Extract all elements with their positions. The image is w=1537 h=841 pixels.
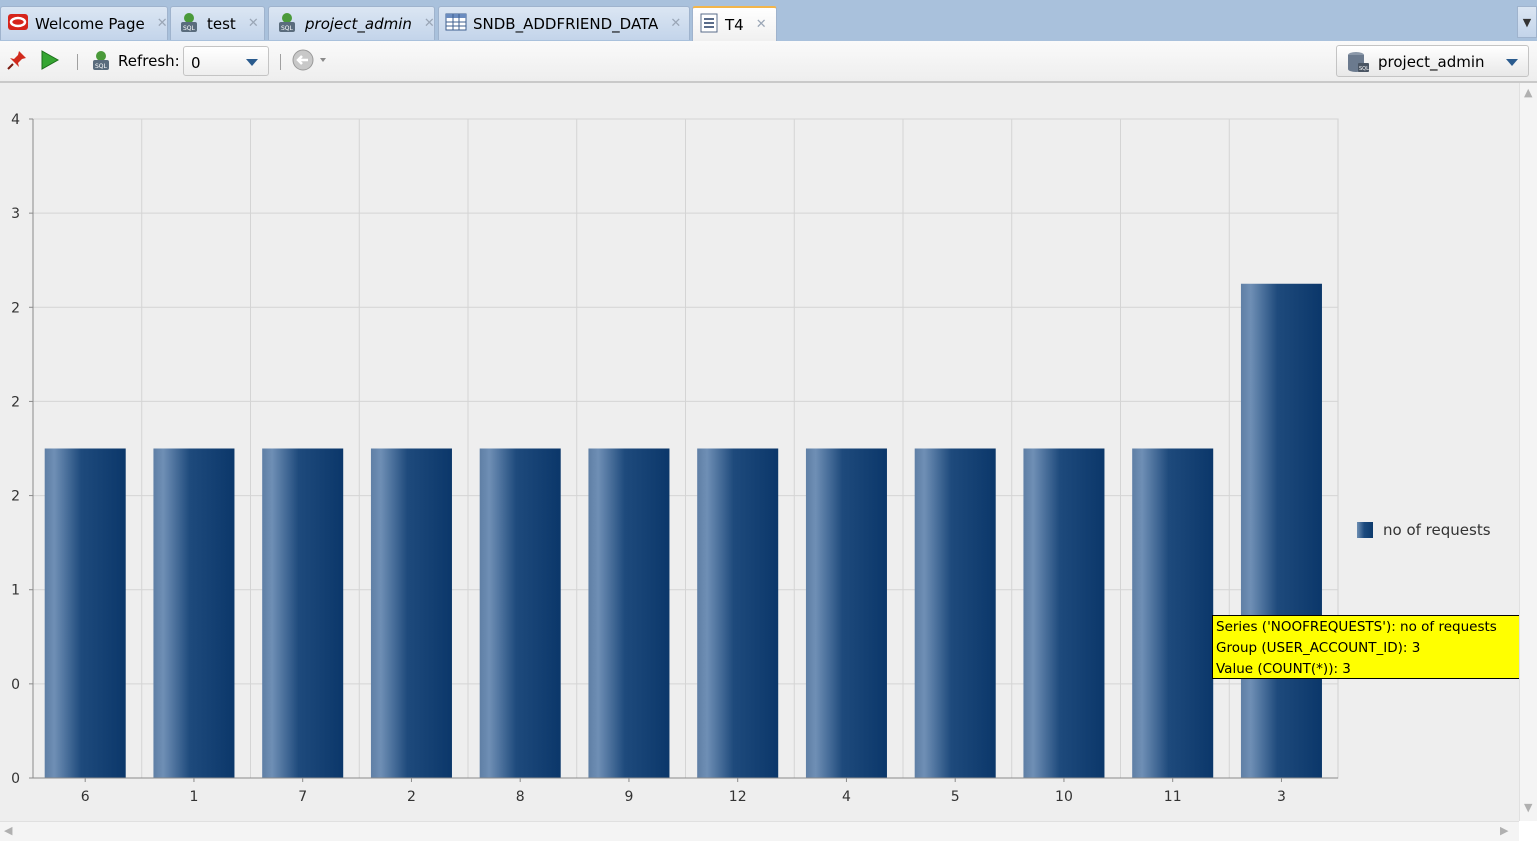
- tab-label: project_admin: [305, 14, 412, 33]
- tooltip-group-line: Group (USER_ACCOUNT_ID): 3: [1216, 640, 1421, 656]
- report-icon: [699, 12, 719, 38]
- pin-button[interactable]: [5, 50, 29, 74]
- bar: [44, 448, 126, 778]
- tab-list-dropdown-button[interactable]: ▼: [1517, 6, 1537, 38]
- bar: [588, 448, 670, 778]
- close-icon[interactable]: ✕: [755, 17, 767, 32]
- x-tick-label: 6: [81, 789, 90, 805]
- x-tick-label: 12: [729, 789, 747, 805]
- bar: [1240, 283, 1322, 778]
- x-tick-label: 9: [624, 789, 633, 805]
- refresh-interval-select[interactable]: 0: [183, 46, 269, 76]
- close-icon[interactable]: ✕: [423, 16, 435, 31]
- scroll-down-icon[interactable]: ▼: [1524, 801, 1533, 814]
- y-tick-label: 2: [11, 300, 20, 316]
- y-tick-label: 2: [11, 394, 20, 410]
- scroll-right-icon[interactable]: ▶: [1500, 824, 1509, 837]
- refresh-interval-value: 0: [191, 54, 201, 72]
- bar: [697, 448, 779, 778]
- chevron-down-icon: [246, 59, 258, 66]
- close-icon[interactable]: ✕: [670, 16, 682, 31]
- tooltip-value-line: Value (COUNT(*)): 3: [1216, 661, 1351, 677]
- tab-label: Welcome Page: [35, 14, 145, 33]
- run-button[interactable]: [37, 50, 61, 74]
- data-tooltip: Series ('NOOFREQUESTS'): no of requests …: [1212, 615, 1522, 679]
- oracle-icon: [7, 12, 29, 36]
- tab-project-admin[interactable]: SQL project_admin ✕: [268, 6, 435, 40]
- chevron-down-icon: ▼: [1522, 15, 1532, 29]
- tab-label: test: [207, 14, 236, 33]
- horizontal-scrollbar[interactable]: ◀ ▶: [0, 821, 1519, 841]
- table-grid-icon: [445, 13, 467, 35]
- x-tick-label: 11: [1164, 789, 1182, 805]
- bar: [479, 448, 561, 778]
- connection-select[interactable]: SQL project_admin: [1336, 45, 1529, 77]
- y-tick-label: 1: [11, 583, 20, 599]
- x-tick-label: 10: [1055, 789, 1073, 805]
- legend-swatch: [1357, 522, 1373, 538]
- svg-text:SQL: SQL: [183, 25, 196, 32]
- back-arrow-icon: [290, 48, 330, 76]
- toolbar-separator: [77, 54, 78, 70]
- svg-text:SQL: SQL: [1359, 66, 1369, 72]
- legend-label: no of requests: [1383, 521, 1491, 539]
- bar: [262, 448, 344, 778]
- editor-tab-strip: Welcome Page ✕ SQL test ✕ SQL project_ad…: [0, 0, 1537, 42]
- bar: [153, 448, 235, 778]
- bar: [1132, 448, 1214, 778]
- x-tick-label: 1: [189, 789, 198, 805]
- pin-icon: [6, 49, 28, 75]
- tab-welcome-page[interactable]: Welcome Page ✕: [0, 6, 168, 40]
- x-tick-label: 2: [407, 789, 416, 805]
- play-icon: [38, 49, 60, 75]
- vertical-scrollbar[interactable]: ▲ ▼: [1519, 83, 1537, 821]
- chevron-down-icon: [1506, 59, 1518, 66]
- bar: [805, 448, 887, 778]
- x-tick-label: 7: [298, 789, 307, 805]
- y-tick-label: 3: [11, 206, 20, 222]
- y-tick-label: 0: [11, 771, 20, 787]
- x-tick-label: 3: [1277, 789, 1286, 805]
- back-button[interactable]: [290, 48, 330, 76]
- chart-legend: no of requests: [1357, 521, 1491, 539]
- x-tick-label: 8: [516, 789, 525, 805]
- sql-connection-icon: SQL: [89, 48, 113, 76]
- svg-text:SQL: SQL: [281, 25, 294, 32]
- chart-panel: 0 0 1 2 2 2 3 4 6 1 7 2 8 9 12 4 5 10 11 3 no of requests: [0, 83, 1519, 821]
- bar: [1023, 448, 1105, 778]
- tab-sndb-addfriend-data[interactable]: SNDB_ADDFRIEND_DATA ✕: [438, 6, 690, 40]
- tab-t4[interactable]: T4 ✕: [692, 6, 777, 41]
- close-icon[interactable]: ✕: [156, 16, 168, 31]
- sql-refresh-icon-button[interactable]: SQL: [88, 49, 114, 75]
- toolbar-separator: [280, 54, 281, 70]
- y-tick-label: 0: [11, 677, 20, 693]
- sql-connection-icon: SQL: [177, 10, 201, 38]
- scroll-up-icon[interactable]: ▲: [1524, 86, 1533, 99]
- x-tick-label: 4: [842, 789, 851, 805]
- database-icon: SQL: [1345, 49, 1371, 79]
- connection-value: project_admin: [1378, 53, 1485, 71]
- bar: [914, 448, 996, 778]
- tab-test[interactable]: SQL test ✕: [170, 6, 265, 40]
- report-toolbar: SQL Refresh: 0 SQL project_admin: [0, 41, 1537, 83]
- scroll-left-icon[interactable]: ◀: [4, 824, 13, 837]
- y-tick-label: 2: [11, 489, 20, 505]
- sql-connection-icon: SQL: [275, 10, 299, 38]
- bar: [370, 448, 452, 778]
- svg-text:SQL: SQL: [95, 63, 108, 70]
- tooltip-series-line: Series ('NOOFREQUESTS'): no of requests: [1216, 619, 1497, 635]
- close-icon[interactable]: ✕: [247, 16, 259, 31]
- refresh-label: Refresh:: [118, 52, 180, 70]
- tab-label: T4: [725, 15, 744, 34]
- tab-label: SNDB_ADDFRIEND_DATA: [473, 14, 659, 33]
- y-tick-label: 4: [11, 112, 20, 128]
- x-tick-label: 5: [951, 789, 960, 805]
